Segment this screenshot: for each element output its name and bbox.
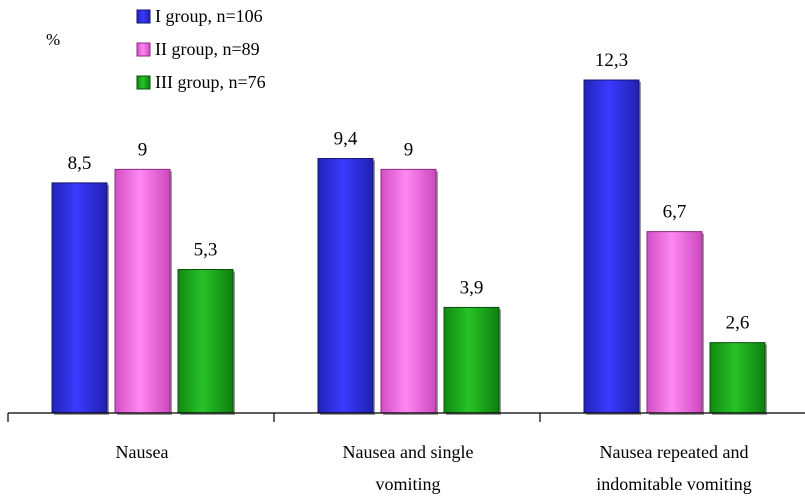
data-label: 9: [138, 139, 148, 160]
x-axis: Nausea Nausea and single vomiting Nausea re…: [7, 412, 805, 494]
data-label: 9,4: [334, 129, 358, 150]
bar-series3-cat2: [443, 306, 500, 414]
y-axis-label: %: [46, 30, 60, 49]
data-label: 6,7: [663, 202, 687, 223]
bar-series1-cat1: [51, 182, 108, 414]
data-label: 2,6: [726, 313, 750, 334]
bar-series2-cat3: [646, 231, 703, 414]
data-label: 3,9: [460, 277, 484, 298]
data-label: 9: [404, 139, 414, 160]
bar-series1-cat3: [583, 79, 640, 414]
bars-group: 8,5 9,4 12,3 9 9 6,7 5,3 3,9 2,6: [51, 50, 767, 416]
data-label: 8,5: [68, 153, 92, 174]
legend-entry: III group, n=76: [155, 72, 266, 92]
legend-swatch: [136, 9, 151, 24]
bar-series2-cat2: [380, 168, 437, 414]
category-label: Nausea: [116, 442, 169, 462]
data-label: 5,3: [194, 240, 218, 261]
legend-swatch: [136, 75, 151, 90]
bar-series1-cat2: [317, 158, 374, 414]
legend: I group, n=106 II group, n=89 III group, n…: [136, 6, 266, 92]
legend-entry: II group, n=89: [155, 39, 260, 59]
data-label: 12,3: [595, 50, 628, 71]
legend-entry: I group, n=106: [155, 6, 263, 26]
category-label: indomitable vomiting: [596, 474, 752, 494]
bar-series3-cat3: [709, 342, 766, 414]
legend-swatch: [136, 42, 151, 57]
category-label: Nausea repeated and: [600, 442, 749, 462]
category-label: Nausea and single: [343, 442, 474, 462]
category-label: vomiting: [375, 474, 440, 494]
bar-series3-cat1: [177, 269, 234, 414]
bar-series2-cat1: [114, 168, 171, 414]
